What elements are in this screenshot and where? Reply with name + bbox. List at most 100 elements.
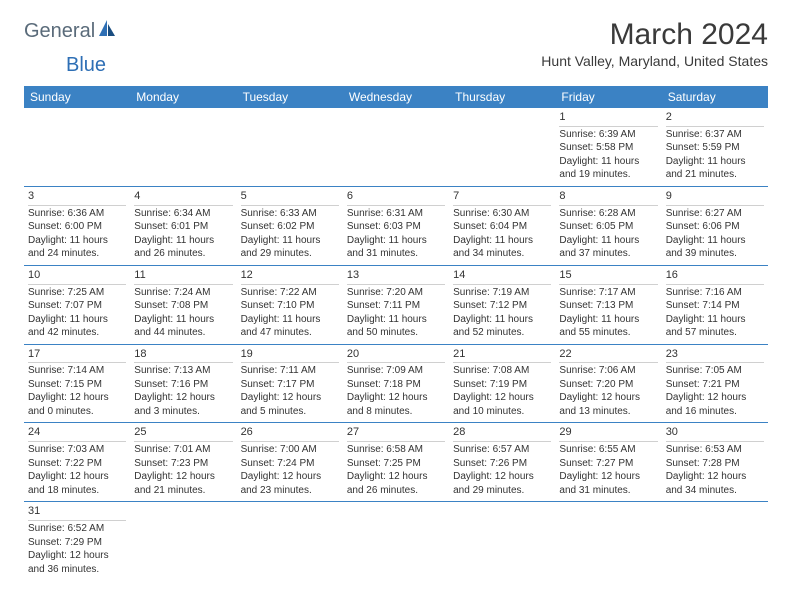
week-row: 10Sunrise: 7:25 AMSunset: 7:07 PMDayligh… xyxy=(24,266,768,345)
sunrise-text: Sunrise: 7:13 AM xyxy=(134,364,232,378)
daylight-text: Daylight: 11 hours and 50 minutes. xyxy=(347,313,445,340)
day-cell: 4Sunrise: 6:34 AMSunset: 6:01 PMDaylight… xyxy=(130,187,236,265)
sunrise-text: Sunrise: 7:25 AM xyxy=(28,286,126,300)
daylight-text: Daylight: 12 hours and 29 minutes. xyxy=(453,470,551,497)
sunrise-text: Sunrise: 6:53 AM xyxy=(666,443,764,457)
week-row: 17Sunrise: 7:14 AMSunset: 7:15 PMDayligh… xyxy=(24,345,768,424)
logo-text-general: General xyxy=(24,21,95,41)
sunset-text: Sunset: 5:59 PM xyxy=(666,141,764,155)
day-cell: 29Sunrise: 6:55 AMSunset: 7:27 PMDayligh… xyxy=(555,423,661,501)
sunset-text: Sunset: 7:11 PM xyxy=(347,299,445,313)
day-header: Monday xyxy=(130,86,236,108)
week-row: 31Sunrise: 6:52 AMSunset: 7:29 PMDayligh… xyxy=(24,502,768,580)
sunrise-text: Sunrise: 6:30 AM xyxy=(453,207,551,221)
day-cell: 18Sunrise: 7:13 AMSunset: 7:16 PMDayligh… xyxy=(130,345,236,423)
daylight-text: Daylight: 12 hours and 36 minutes. xyxy=(28,549,126,576)
day-cell: 12Sunrise: 7:22 AMSunset: 7:10 PMDayligh… xyxy=(237,266,343,344)
day-cell xyxy=(343,108,449,186)
daylight-text: Daylight: 12 hours and 3 minutes. xyxy=(134,391,232,418)
day-number: 5 xyxy=(241,189,339,206)
day-number: 20 xyxy=(347,347,445,364)
day-number: 19 xyxy=(241,347,339,364)
day-header: Saturday xyxy=(662,86,768,108)
day-cell: 1Sunrise: 6:39 AMSunset: 5:58 PMDaylight… xyxy=(555,108,661,186)
day-number: 26 xyxy=(241,425,339,442)
sunrise-text: Sunrise: 7:03 AM xyxy=(28,443,126,457)
sunrise-text: Sunrise: 7:14 AM xyxy=(28,364,126,378)
daylight-text: Daylight: 12 hours and 26 minutes. xyxy=(347,470,445,497)
day-cell: 27Sunrise: 6:58 AMSunset: 7:25 PMDayligh… xyxy=(343,423,449,501)
sunset-text: Sunset: 7:24 PM xyxy=(241,457,339,471)
day-number: 9 xyxy=(666,189,764,206)
day-cell xyxy=(662,502,768,580)
sunrise-text: Sunrise: 7:22 AM xyxy=(241,286,339,300)
day-number: 22 xyxy=(559,347,657,364)
daylight-text: Daylight: 11 hours and 52 minutes. xyxy=(453,313,551,340)
day-number: 24 xyxy=(28,425,126,442)
sunrise-text: Sunrise: 6:34 AM xyxy=(134,207,232,221)
sunrise-text: Sunrise: 7:24 AM xyxy=(134,286,232,300)
daylight-text: Daylight: 12 hours and 5 minutes. xyxy=(241,391,339,418)
day-cell: 25Sunrise: 7:01 AMSunset: 7:23 PMDayligh… xyxy=(130,423,236,501)
sunset-text: Sunset: 6:06 PM xyxy=(666,220,764,234)
sunset-text: Sunset: 7:27 PM xyxy=(559,457,657,471)
sunrise-text: Sunrise: 6:36 AM xyxy=(28,207,126,221)
daylight-text: Daylight: 12 hours and 18 minutes. xyxy=(28,470,126,497)
day-number: 11 xyxy=(134,268,232,285)
daylight-text: Daylight: 11 hours and 21 minutes. xyxy=(666,155,764,182)
day-cell: 3Sunrise: 6:36 AMSunset: 6:00 PMDaylight… xyxy=(24,187,130,265)
day-cell: 26Sunrise: 7:00 AMSunset: 7:24 PMDayligh… xyxy=(237,423,343,501)
day-header-row: SundayMondayTuesdayWednesdayThursdayFrid… xyxy=(24,86,768,108)
day-cell: 31Sunrise: 6:52 AMSunset: 7:29 PMDayligh… xyxy=(24,502,130,580)
sail-icon xyxy=(97,18,119,43)
sunset-text: Sunset: 7:22 PM xyxy=(28,457,126,471)
day-cell: 24Sunrise: 7:03 AMSunset: 7:22 PMDayligh… xyxy=(24,423,130,501)
day-cell: 15Sunrise: 7:17 AMSunset: 7:13 PMDayligh… xyxy=(555,266,661,344)
daylight-text: Daylight: 11 hours and 26 minutes. xyxy=(134,234,232,261)
day-cell: 30Sunrise: 6:53 AMSunset: 7:28 PMDayligh… xyxy=(662,423,768,501)
day-header: Tuesday xyxy=(237,86,343,108)
day-cell: 22Sunrise: 7:06 AMSunset: 7:20 PMDayligh… xyxy=(555,345,661,423)
sunrise-text: Sunrise: 6:55 AM xyxy=(559,443,657,457)
sunset-text: Sunset: 7:20 PM xyxy=(559,378,657,392)
day-number: 2 xyxy=(666,110,764,127)
sunrise-text: Sunrise: 7:05 AM xyxy=(666,364,764,378)
sunrise-text: Sunrise: 7:17 AM xyxy=(559,286,657,300)
sunset-text: Sunset: 5:58 PM xyxy=(559,141,657,155)
day-cell: 6Sunrise: 6:31 AMSunset: 6:03 PMDaylight… xyxy=(343,187,449,265)
sunset-text: Sunset: 7:13 PM xyxy=(559,299,657,313)
sunset-text: Sunset: 6:02 PM xyxy=(241,220,339,234)
daylight-text: Daylight: 11 hours and 37 minutes. xyxy=(559,234,657,261)
sunset-text: Sunset: 7:08 PM xyxy=(134,299,232,313)
daylight-text: Daylight: 12 hours and 0 minutes. xyxy=(28,391,126,418)
daylight-text: Daylight: 12 hours and 23 minutes. xyxy=(241,470,339,497)
sunset-text: Sunset: 7:16 PM xyxy=(134,378,232,392)
day-number: 29 xyxy=(559,425,657,442)
day-cell xyxy=(555,502,661,580)
sunset-text: Sunset: 6:00 PM xyxy=(28,220,126,234)
day-header: Friday xyxy=(555,86,661,108)
sunrise-text: Sunrise: 7:06 AM xyxy=(559,364,657,378)
sunrise-text: Sunrise: 6:57 AM xyxy=(453,443,551,457)
day-number: 28 xyxy=(453,425,551,442)
sunset-text: Sunset: 7:12 PM xyxy=(453,299,551,313)
day-number: 6 xyxy=(347,189,445,206)
daylight-text: Daylight: 11 hours and 55 minutes. xyxy=(559,313,657,340)
sunset-text: Sunset: 7:18 PM xyxy=(347,378,445,392)
day-number: 16 xyxy=(666,268,764,285)
daylight-text: Daylight: 11 hours and 19 minutes. xyxy=(559,155,657,182)
sunset-text: Sunset: 7:07 PM xyxy=(28,299,126,313)
sunrise-text: Sunrise: 6:33 AM xyxy=(241,207,339,221)
sunrise-text: Sunrise: 7:09 AM xyxy=(347,364,445,378)
day-cell: 8Sunrise: 6:28 AMSunset: 6:05 PMDaylight… xyxy=(555,187,661,265)
daylight-text: Daylight: 11 hours and 34 minutes. xyxy=(453,234,551,261)
day-cell: 21Sunrise: 7:08 AMSunset: 7:19 PMDayligh… xyxy=(449,345,555,423)
day-cell xyxy=(24,108,130,186)
logo: General xyxy=(24,18,121,43)
day-cell xyxy=(130,108,236,186)
day-cell: 13Sunrise: 7:20 AMSunset: 7:11 PMDayligh… xyxy=(343,266,449,344)
sunset-text: Sunset: 7:23 PM xyxy=(134,457,232,471)
daylight-text: Daylight: 12 hours and 34 minutes. xyxy=(666,470,764,497)
week-row: 3Sunrise: 6:36 AMSunset: 6:00 PMDaylight… xyxy=(24,187,768,266)
sunrise-text: Sunrise: 6:31 AM xyxy=(347,207,445,221)
